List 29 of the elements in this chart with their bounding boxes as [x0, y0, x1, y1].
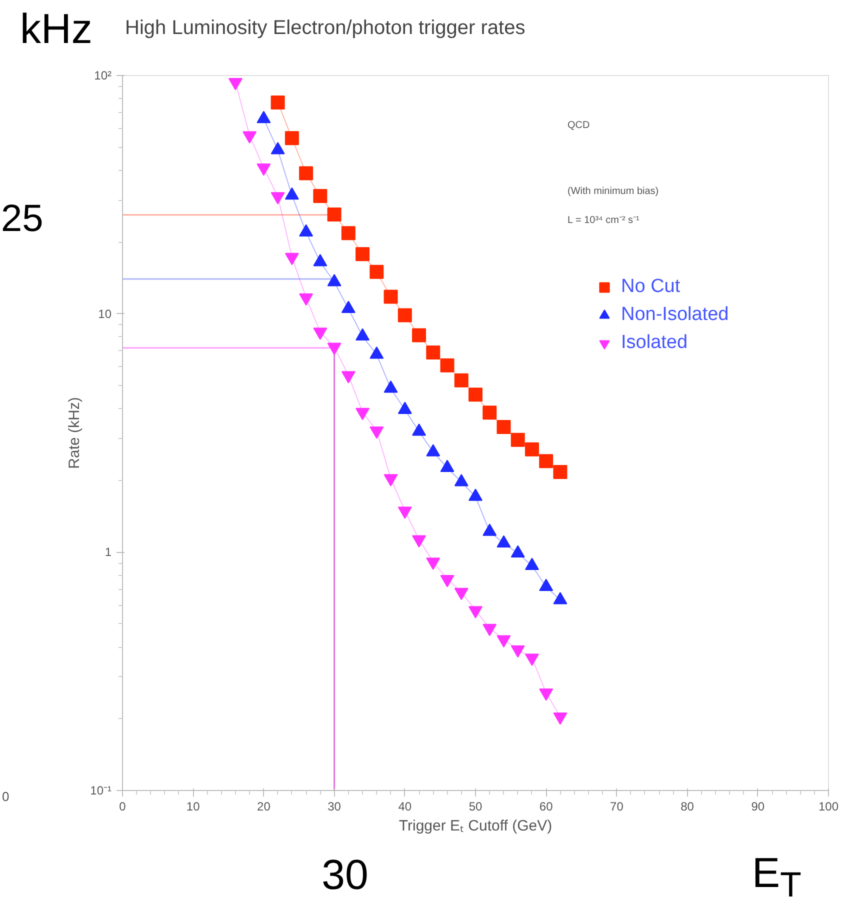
x-tick-label: 20: [257, 800, 271, 814]
x-tick-label: 90: [751, 800, 765, 814]
text: 25: [1, 198, 44, 240]
x-tick-label: 30: [328, 800, 342, 814]
legend-label: Non-Isolated: [621, 304, 729, 326]
text: 30: [322, 851, 368, 898]
x-tick-label: 70: [610, 800, 624, 814]
annotation: L = 10³⁴ cm⁻² s⁻¹: [568, 215, 640, 226]
x-tick-label: 40: [398, 800, 412, 814]
x-tick-label: 80: [680, 800, 694, 814]
text: E$_{T}$: [752, 849, 802, 904]
y-tick-label: 10: [98, 306, 112, 321]
legend-label: Isolated: [621, 332, 688, 354]
chart-title: High Luminosity Electron/photon trigger rates: [125, 17, 526, 39]
annotation: (With minimum bias): [568, 186, 659, 197]
text: 0: [2, 789, 10, 804]
y-axis-title: Rate (kHz): [66, 397, 84, 469]
x-axis-title: Trigger Eₜ Cutoff (GeV): [398, 818, 552, 834]
y-tick-label: 10²: [94, 68, 112, 82]
annotation: QCD: [568, 120, 590, 131]
text: kHz: [20, 5, 92, 52]
y-tick-label: 10⁻¹: [90, 784, 112, 798]
x-tick-label: 100: [818, 800, 839, 814]
x-tick-label: 60: [539, 800, 554, 814]
x-tick-label: 50: [468, 800, 482, 814]
x-tick-label: 10: [186, 800, 200, 814]
x-tick-label: 0: [119, 800, 126, 814]
legend-label: No Cut: [621, 276, 680, 298]
y-tick-label: 1: [104, 545, 112, 560]
